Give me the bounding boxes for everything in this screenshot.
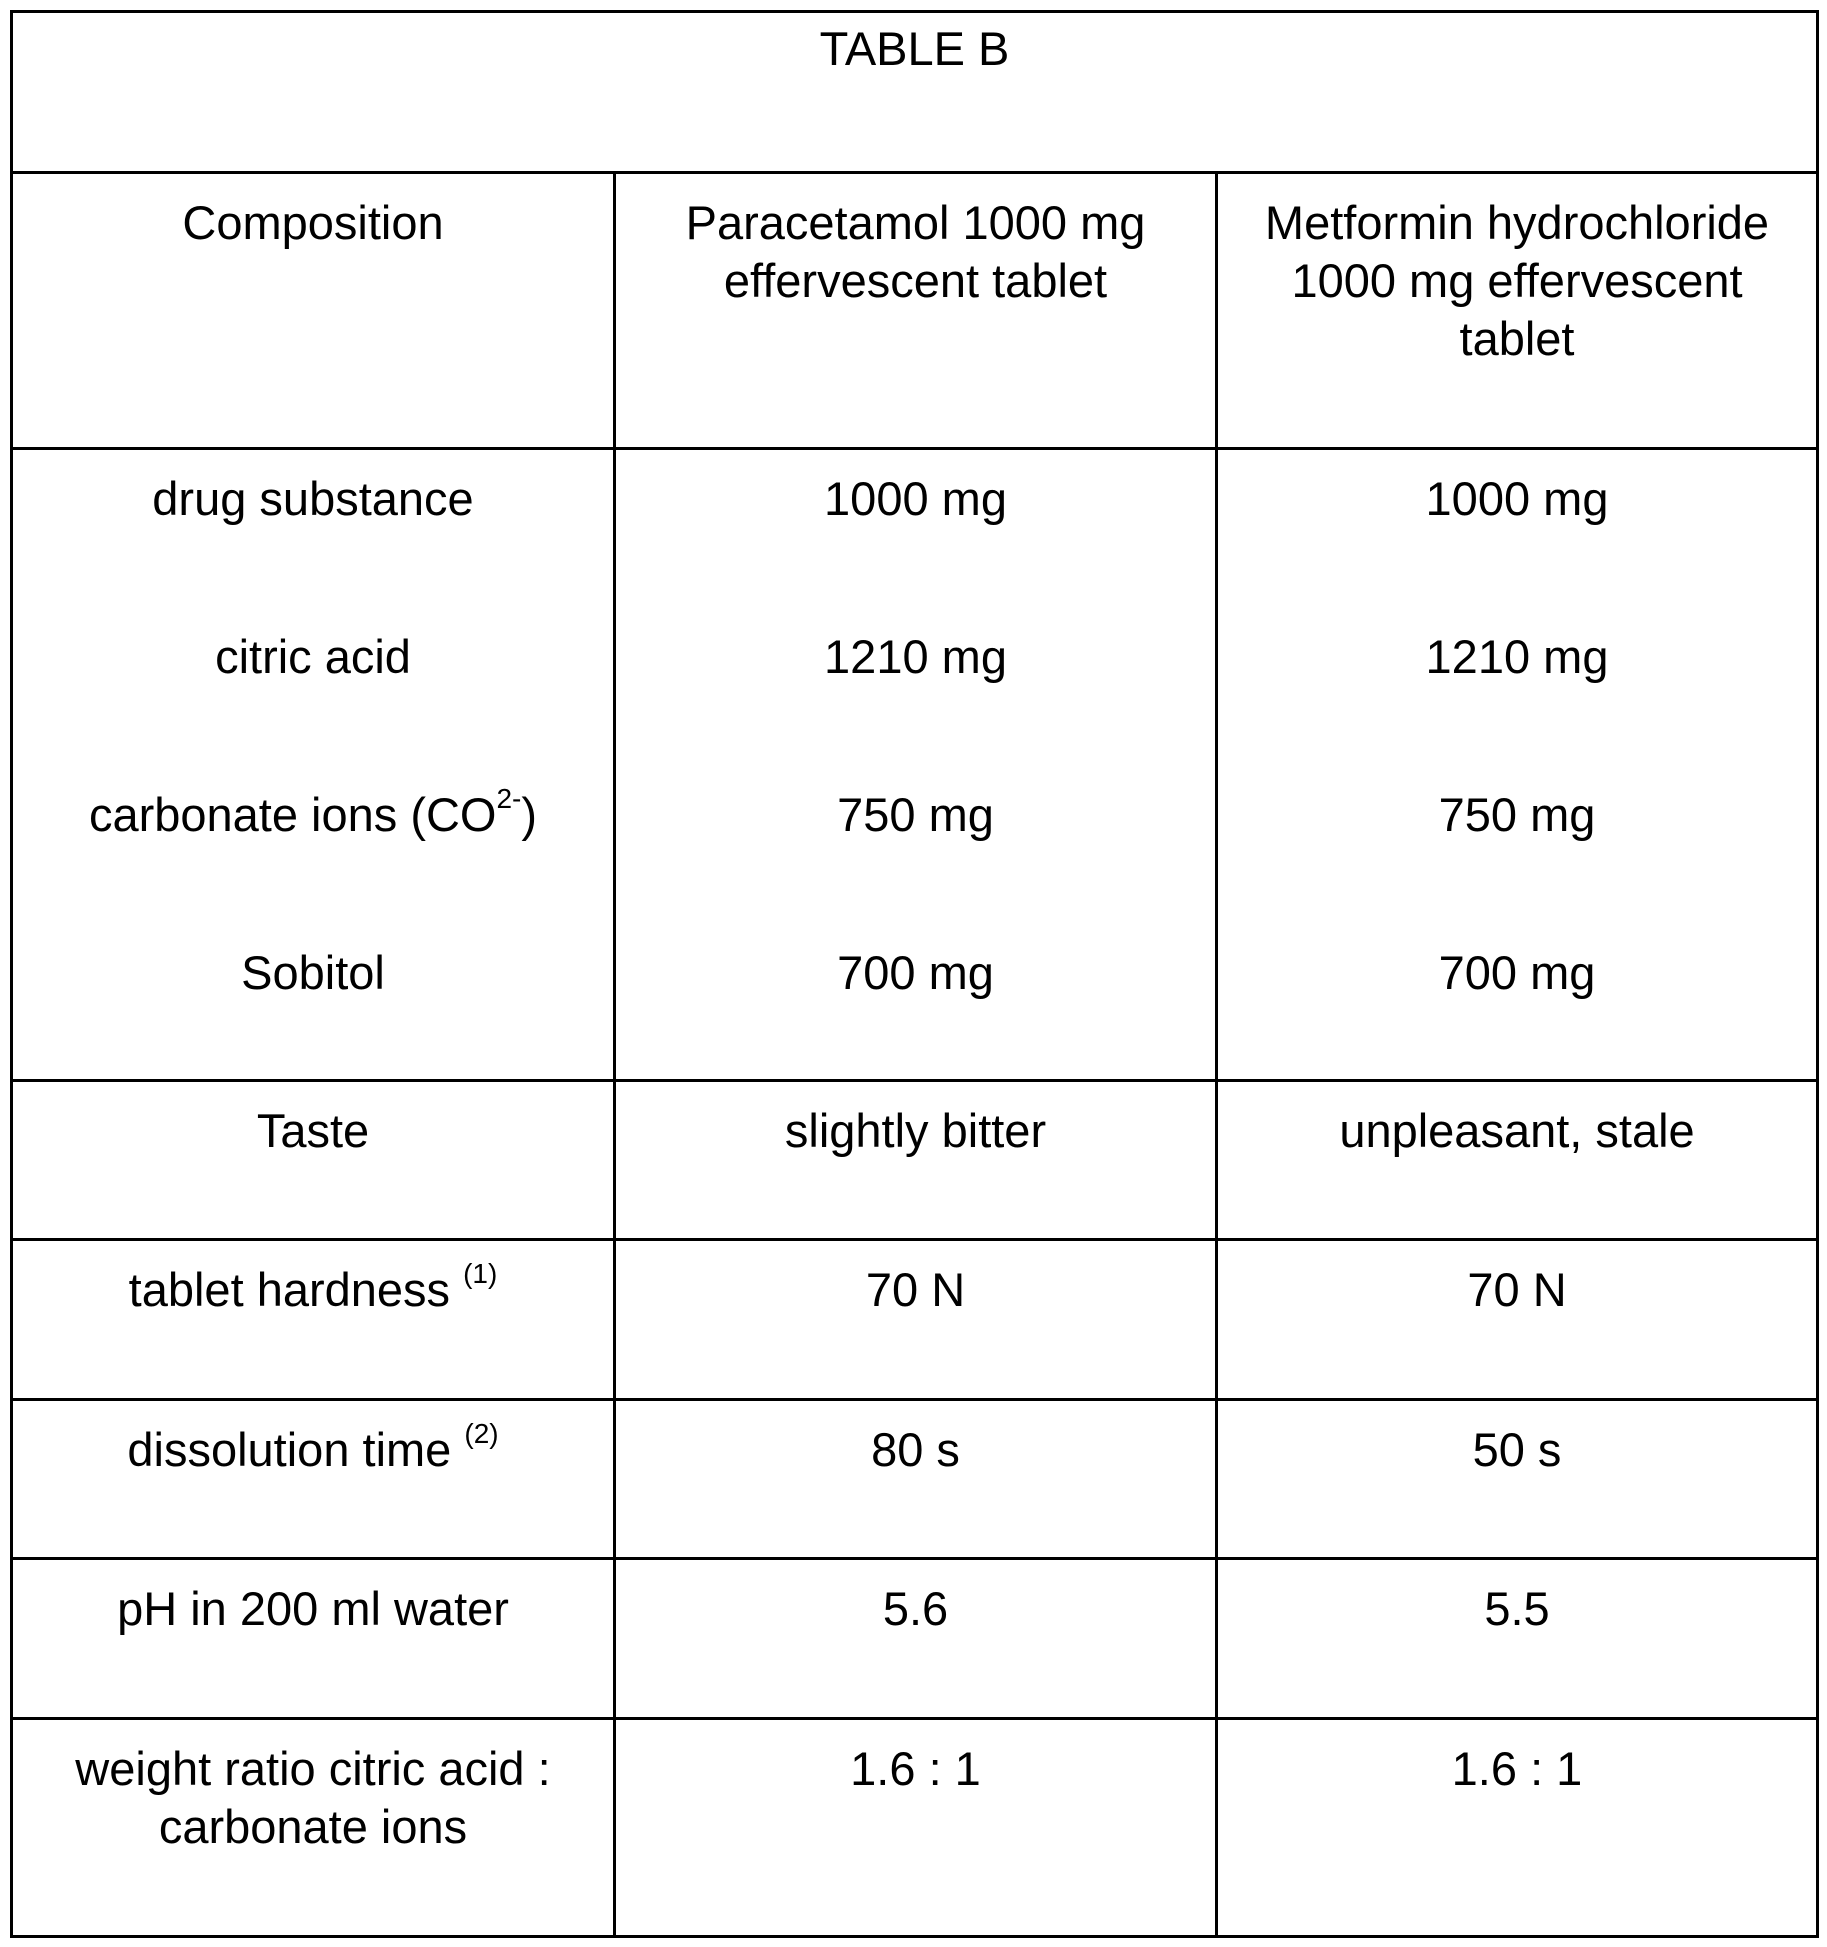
table-b: TABLE B Composition Paracetamol 1000 mge… [10, 10, 1816, 1935]
hardness-metformin: 70 N [1217, 1240, 1818, 1400]
ph-row: pH in 200 ml water 5.6 5.5 [12, 1559, 1818, 1719]
paracetamol-carbonate-ions: 750 mg [626, 786, 1205, 944]
dissolution-label-cell: dissolution time (2) [12, 1400, 615, 1559]
label-sobitol: Sobitol [23, 944, 603, 1002]
ratio-row: weight ratio citric acid :carbonate ions… [12, 1719, 1818, 1937]
dissolution-footnote: (2) [464, 1418, 498, 1449]
header-row: Composition Paracetamol 1000 mgeffervesc… [12, 173, 1818, 449]
label-carbonate-ions: carbonate ions (CO2-) [23, 786, 603, 944]
paracetamol-composition-cell: 1000 mg 1210 mg 750 mg 700 mg [615, 449, 1217, 1081]
header-composition: Composition [12, 173, 615, 449]
hardness-paracetamol: 70 N [615, 1240, 1217, 1400]
dissolution-row: dissolution time (2) 80 s 50 s [12, 1400, 1818, 1559]
ratio-paracetamol: 1.6 : 1 [615, 1719, 1217, 1937]
table-title: TABLE B [12, 12, 1818, 173]
hardness-footnote: (1) [463, 1258, 497, 1289]
label-carbonate-main: carbonate ions (CO [89, 788, 497, 841]
taste-paracetamol: slightly bitter [615, 1081, 1217, 1240]
ratio-label: weight ratio citric acid :carbonate ions [12, 1719, 615, 1937]
header-metformin: Metformin hydrochloride1000 mg effervesc… [1217, 173, 1818, 449]
paracetamol-drug-substance: 1000 mg [626, 470, 1205, 628]
ph-paracetamol: 5.6 [615, 1559, 1217, 1719]
composition-labels-cell: drug substance citric acid carbonate ion… [12, 449, 615, 1081]
ph-label: pH in 200 ml water [12, 1559, 615, 1719]
ratio-metformin: 1.6 : 1 [1217, 1719, 1818, 1937]
label-carbonate-superscript: 2- [496, 783, 521, 814]
paracetamol-citric-acid: 1210 mg [626, 628, 1205, 786]
metformin-drug-substance: 1000 mg [1228, 470, 1806, 628]
dissolution-paracetamol: 80 s [615, 1400, 1217, 1559]
paracetamol-sobitol: 700 mg [626, 944, 1205, 1002]
metformin-citric-acid: 1210 mg [1228, 628, 1806, 786]
hardness-label: tablet hardness [129, 1263, 450, 1316]
label-carbonate-end: ) [521, 788, 537, 841]
header-paracetamol: Paracetamol 1000 mgeffervescent tablet [615, 173, 1217, 449]
title-row: TABLE B [12, 12, 1818, 173]
hardness-label-cell: tablet hardness (1) [12, 1240, 615, 1400]
label-citric-acid: citric acid [23, 628, 603, 786]
composition-table: TABLE B Composition Paracetamol 1000 mge… [10, 10, 1819, 1938]
label-drug-substance: drug substance [23, 470, 603, 628]
hardness-row: tablet hardness (1) 70 N 70 N [12, 1240, 1818, 1400]
metformin-carbonate-ions: 750 mg [1228, 786, 1806, 944]
metformin-sobitol: 700 mg [1228, 944, 1806, 1002]
taste-row: Taste slightly bitter unpleasant, stale [12, 1081, 1818, 1240]
dissolution-metformin: 50 s [1217, 1400, 1818, 1559]
composition-rows: drug substance citric acid carbonate ion… [12, 449, 1818, 1081]
ph-metformin: 5.5 [1217, 1559, 1818, 1719]
dissolution-label: dissolution time [127, 1423, 451, 1476]
taste-label: Taste [12, 1081, 615, 1240]
taste-metformin: unpleasant, stale [1217, 1081, 1818, 1240]
metformin-composition-cell: 1000 mg 1210 mg 750 mg 700 mg [1217, 449, 1818, 1081]
